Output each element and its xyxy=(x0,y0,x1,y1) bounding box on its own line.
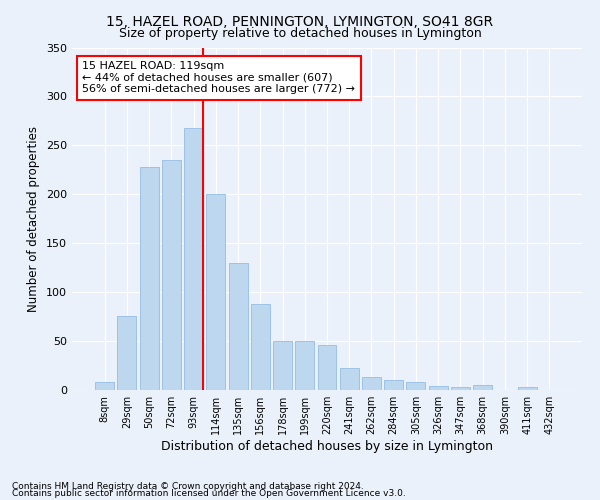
Bar xyxy=(251,304,270,390)
X-axis label: Distribution of detached houses by size in Lymington: Distribution of detached houses by size … xyxy=(161,440,493,453)
Bar xyxy=(317,345,337,390)
Bar xyxy=(118,316,136,390)
Bar xyxy=(273,341,292,390)
Text: Contains HM Land Registry data © Crown copyright and database right 2024.: Contains HM Land Registry data © Crown c… xyxy=(12,482,364,491)
Y-axis label: Number of detached properties: Number of detached properties xyxy=(28,126,40,312)
Bar xyxy=(340,368,359,390)
Bar xyxy=(518,387,536,390)
Text: Contains public sector information licensed under the Open Government Licence v3: Contains public sector information licen… xyxy=(12,489,406,498)
Bar xyxy=(406,382,425,390)
Bar xyxy=(184,128,203,390)
Bar xyxy=(229,263,248,390)
Bar xyxy=(295,341,314,390)
Bar xyxy=(206,194,225,390)
Bar xyxy=(362,378,381,390)
Text: Size of property relative to detached houses in Lymington: Size of property relative to detached ho… xyxy=(119,28,481,40)
Bar xyxy=(384,380,403,390)
Bar xyxy=(473,385,492,390)
Text: 15 HAZEL ROAD: 119sqm
← 44% of detached houses are smaller (607)
56% of semi-det: 15 HAZEL ROAD: 119sqm ← 44% of detached … xyxy=(82,61,355,94)
Bar xyxy=(429,386,448,390)
Bar xyxy=(451,387,470,390)
Bar xyxy=(140,167,158,390)
Bar xyxy=(162,160,181,390)
Text: 15, HAZEL ROAD, PENNINGTON, LYMINGTON, SO41 8GR: 15, HAZEL ROAD, PENNINGTON, LYMINGTON, S… xyxy=(106,15,494,29)
Bar xyxy=(95,382,114,390)
